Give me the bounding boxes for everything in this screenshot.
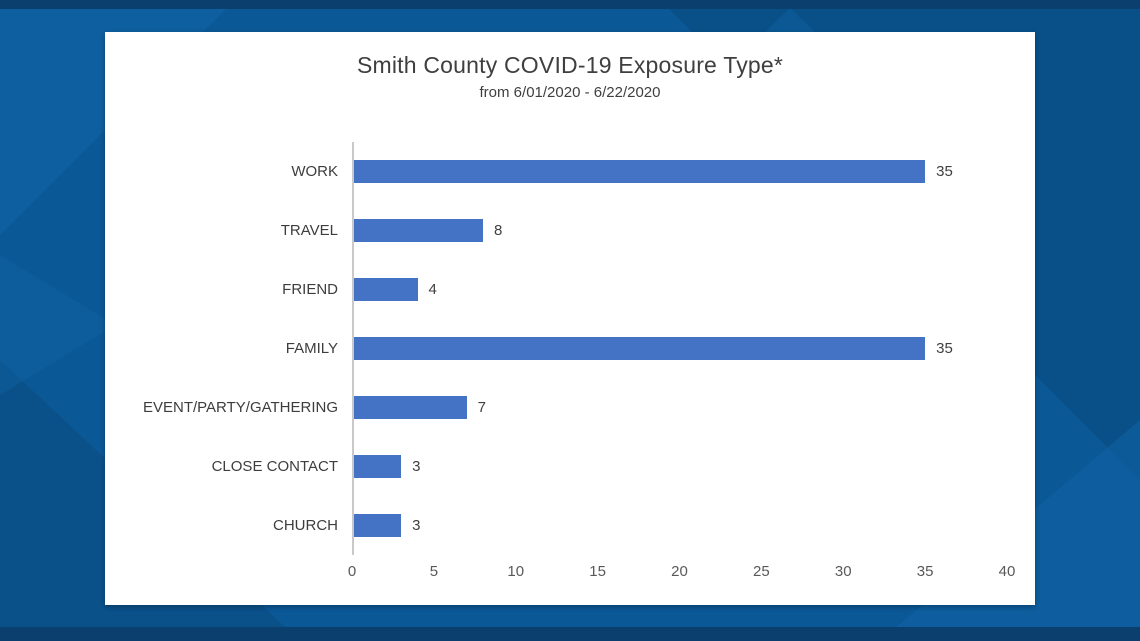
- value-label: 4: [428, 281, 437, 298]
- bar-row: TRAVEL 8: [105, 201, 1035, 260]
- bar-track: 4: [352, 260, 1035, 319]
- x-tick-label: 40: [998, 563, 1016, 580]
- x-tick-label: 30: [834, 563, 852, 580]
- bar-row: CLOSE CONTACT 3: [105, 437, 1035, 496]
- bar-row: FAMILY 35: [105, 319, 1035, 378]
- value-label: 7: [477, 399, 486, 416]
- bar-track: 35: [352, 319, 1035, 378]
- x-tick-label: 10: [507, 563, 525, 580]
- background-chevron-left-mid: [0, 255, 115, 395]
- chart-card: Smith County COVID-19 Exposure Type* fro…: [105, 32, 1035, 605]
- value-label: 8: [494, 222, 503, 239]
- category-label: EVENT/PARTY/GATHERING: [142, 399, 338, 416]
- category-label: CHURCH: [273, 517, 338, 534]
- bar-track: 35: [352, 142, 1035, 201]
- y-axis-line: [352, 142, 354, 555]
- background-band-top: [0, 0, 1140, 9]
- bar-track: 3: [352, 496, 1035, 555]
- bar-row: FRIEND 4: [105, 260, 1035, 319]
- value-label: 3: [412, 458, 421, 475]
- background-band-bottom: [0, 627, 1140, 641]
- bar-row: CHURCH 3: [105, 496, 1035, 555]
- category-label: FRIEND: [282, 281, 338, 298]
- plot-area: WORK 35 TRAVEL 8 FRIEND 4 FAMILY 35 EVENT/PARTY/…: [105, 142, 1035, 555]
- bar: [352, 337, 926, 360]
- bar: [352, 455, 402, 478]
- bar: [352, 278, 418, 301]
- category-label: WORK: [291, 163, 338, 180]
- bar: [352, 514, 402, 537]
- x-tick-label: 5: [429, 563, 439, 580]
- bar: [352, 219, 483, 242]
- bar-track: 8: [352, 201, 1035, 260]
- x-tick-label: 35: [916, 563, 934, 580]
- x-tick-label: 20: [671, 563, 688, 580]
- category-label: FAMILY: [285, 340, 338, 357]
- bar-row: EVENT/PARTY/GATHERING 7: [105, 378, 1035, 437]
- chart-subtitle: from 6/01/2020 - 6/22/2020: [479, 84, 661, 101]
- category-label: TRAVEL: [280, 222, 338, 239]
- x-tick-label: 0: [347, 563, 357, 580]
- bar: [352, 160, 926, 183]
- chart-title: Smith County COVID-19 Exposure Type*: [356, 52, 784, 78]
- value-label: 3: [412, 517, 421, 534]
- category-label: CLOSE CONTACT: [211, 458, 338, 475]
- bar-row: WORK 35: [105, 142, 1035, 201]
- value-label: 35: [936, 163, 953, 180]
- bar-track: 7: [352, 378, 1035, 437]
- x-tick-label: 15: [589, 563, 606, 580]
- value-label: 35: [936, 340, 953, 357]
- bar: [352, 396, 467, 419]
- bar-track: 3: [352, 437, 1035, 496]
- x-tick-label: 25: [753, 563, 770, 580]
- x-axis-tick-row: 0 5 10 15 20 25 30 35 40: [105, 563, 1035, 589]
